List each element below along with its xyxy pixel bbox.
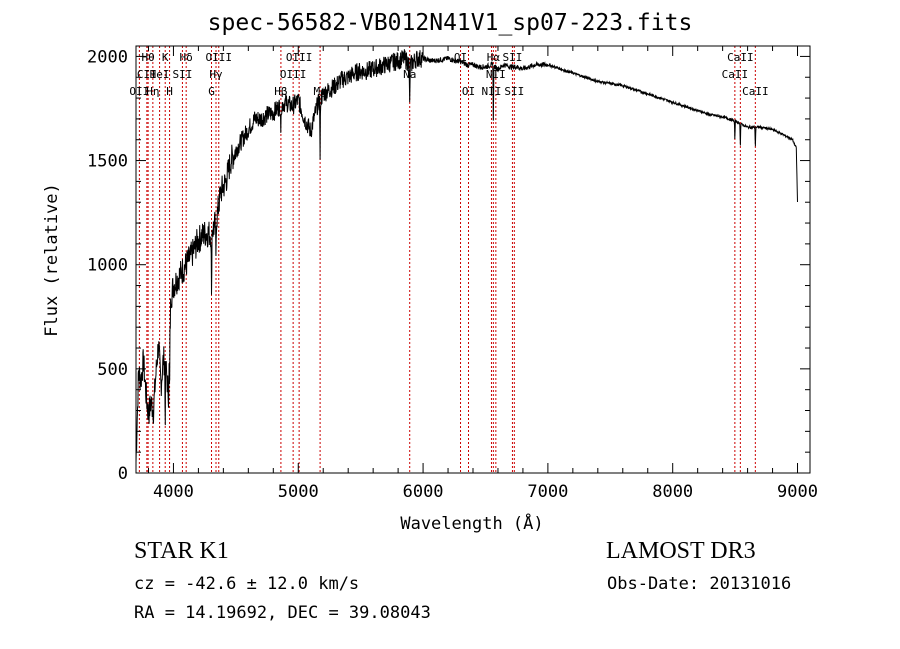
line-label-21: NII: [486, 68, 506, 81]
line-label-15: Mg: [313, 85, 326, 98]
y-tick-label-2: 1000: [87, 256, 128, 276]
chart-title: spec-56582-VB012N41V1_sp07-223.fits: [207, 10, 693, 36]
line-label-25: CaII: [727, 51, 754, 64]
line-label-22: SII: [503, 51, 523, 64]
object-class: STAR K1: [134, 538, 229, 564]
axis-ticks: 4000 5000 6000 7000 8000 9000 0 500 1000 1500 2000: [87, 46, 818, 502]
line-label-24: CaII: [722, 68, 749, 81]
line-label-3: Hη: [146, 85, 159, 98]
x-axis-label: Wavelength (Å): [400, 512, 543, 534]
y-tick-label-4: 2000: [87, 47, 128, 67]
y-tick-label-0: 0: [118, 464, 128, 484]
emission-line-markers: [138, 46, 756, 473]
x-tick-label-3: 7000: [527, 482, 568, 502]
ra-dec-coordinates: RA = 14.19692, DEC = 39.08043: [134, 603, 431, 623]
line-label-11: Hγ: [209, 68, 223, 81]
observation-date: Obs-Date: 20131016: [607, 574, 792, 594]
x-tick-label-2: 6000: [403, 482, 444, 502]
line-label-19: NII: [482, 85, 502, 98]
line-label-18: OI: [462, 85, 475, 98]
line-label-10: OIII: [206, 51, 233, 64]
spectrum-line: [135, 49, 798, 463]
x-tick-label-0: 4000: [153, 482, 194, 502]
line-label-14: OIII: [286, 51, 313, 64]
line-label-7: SII: [172, 68, 192, 81]
plot-area-border: [135, 45, 811, 474]
x-tick-label-4: 8000: [652, 482, 693, 502]
line-label-4: HeI: [150, 68, 170, 81]
line-label-26: CaII: [742, 85, 769, 98]
line-label-23: SII: [504, 85, 524, 98]
line-label-8: Hδ: [180, 51, 193, 64]
line-label-0: Hθ: [141, 51, 154, 64]
y-axis-label: Flux (relative): [42, 183, 62, 337]
plot-frame: [135, 45, 811, 474]
spectrum-series: [135, 49, 798, 463]
line-label-1: CII: [137, 68, 157, 81]
survey-name: LAMOST DR3: [606, 538, 756, 564]
line-label-2: OII: [129, 85, 149, 98]
line-label-16: Na: [403, 68, 416, 81]
x-tick-label-1: 5000: [278, 482, 319, 502]
redshift-cz: cz = -42.6 ± 12.0 km/s: [134, 574, 360, 594]
line-label-6: H: [166, 85, 173, 98]
line-label-20: Hα: [487, 51, 501, 64]
line-label-12: Hβ: [274, 85, 288, 98]
line-label-13: OIII: [280, 68, 307, 81]
y-tick-label-1: 500: [97, 360, 128, 380]
x-tick-label-5: 9000: [777, 482, 818, 502]
line-label-5: K: [162, 51, 169, 64]
y-tick-label-3: 1500: [87, 152, 128, 172]
line-label-17: OI: [454, 51, 467, 64]
line-label-9: G: [208, 85, 215, 98]
